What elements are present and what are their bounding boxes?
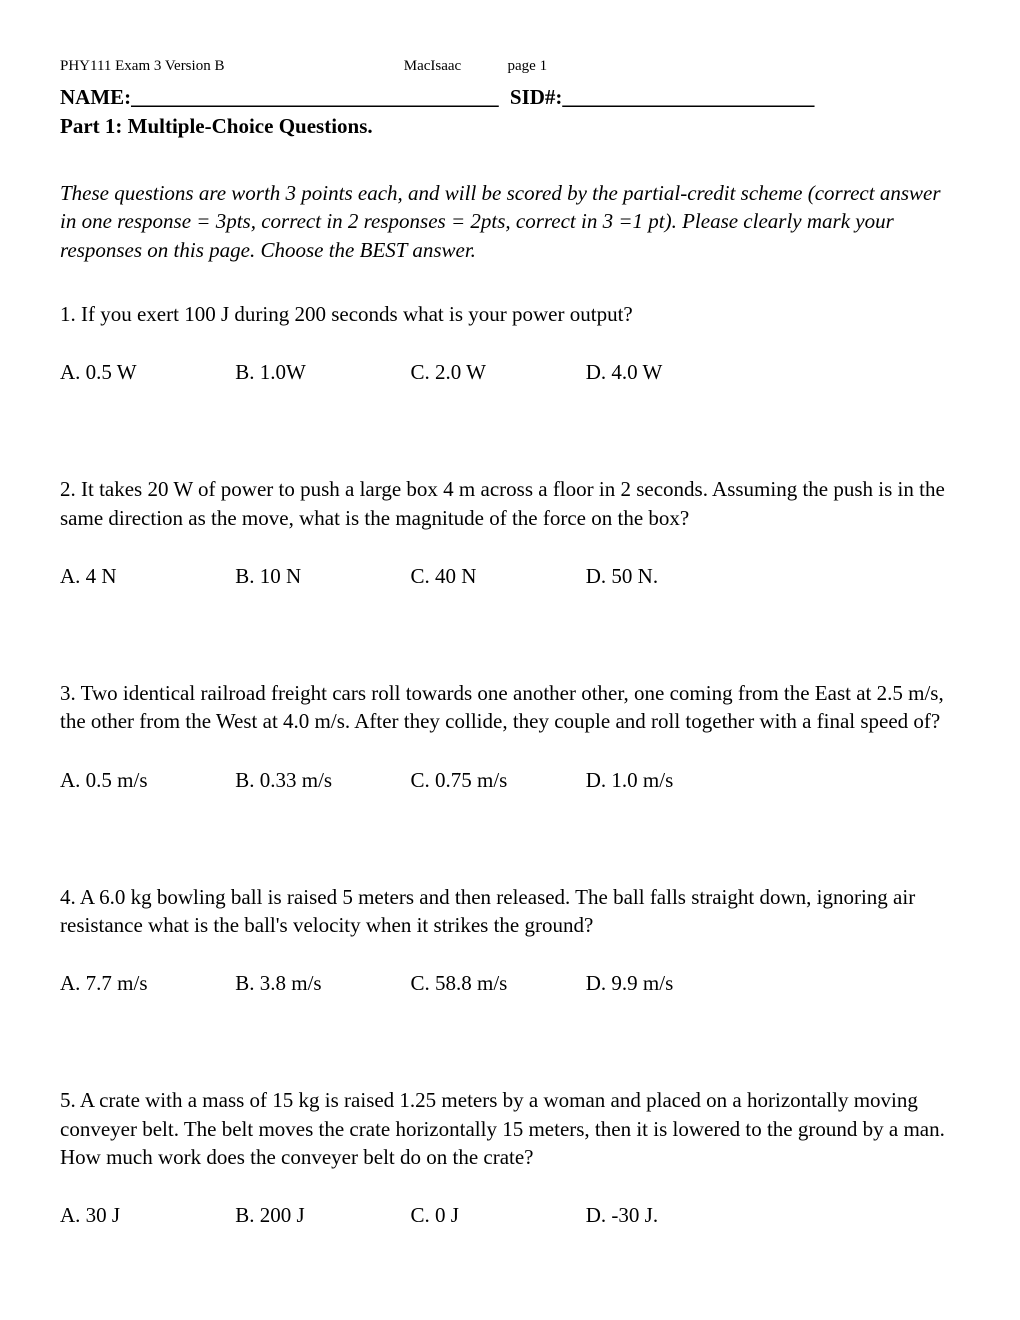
question-text: 5. A crate with a mass of 15 kg is raise… [60,1086,960,1171]
question-text: 1. If you exert 100 J during 200 seconds… [60,300,960,328]
question-choices: A. 0.5 m/s B. 0.33 m/s C. 0.75 m/s D. 1.… [60,768,960,793]
question-4: 4. A 6.0 kg bowling ball is raised 5 met… [60,883,960,997]
header-page: page 1 [508,58,548,75]
question-choices: A. 0.5 W B. 1.0W C. 2.0 W D. 4.0 W [60,360,960,385]
question-text: 4. A 6.0 kg bowling ball is raised 5 met… [60,883,960,940]
choice-d: D. 4.0 W [586,360,756,385]
choice-c: C. 58.8 m/s [411,971,581,996]
choice-c: C. 0 J [411,1203,581,1228]
question-text: 2. It takes 20 W of power to push a larg… [60,475,960,532]
question-1: 1. If you exert 100 J during 200 seconds… [60,300,960,385]
choice-c: C. 0.75 m/s [411,768,581,793]
choice-a: A. 0.5 W [60,360,230,385]
choice-a: A. 30 J [60,1203,230,1228]
choice-c: C. 2.0 W [411,360,581,385]
instructions-text: These questions are worth 3 points each,… [60,179,960,264]
name-sid-line: NAME: __________________________________… [60,85,960,110]
choice-d: D. 50 N. [586,564,756,589]
part-title: Part 1: Multiple-Choice Questions. [60,114,960,139]
choice-d: D. -30 J. [586,1203,756,1228]
question-2: 2. It takes 20 W of power to push a larg… [60,475,960,589]
choice-a: A. 0.5 m/s [60,768,230,793]
question-choices: A. 4 N B. 10 N C. 40 N D. 50 N. [60,564,960,589]
choice-b: B. 10 N [235,564,405,589]
choice-d: D. 1.0 m/s [586,768,756,793]
header-instructor: MacIsaac [404,58,504,75]
name-blank: ___________________________________ [131,85,499,110]
choice-b: B. 1.0W [235,360,405,385]
choice-d: D. 9.9 m/s [586,971,756,996]
sid-label: SID#: [510,85,563,110]
page-header: PHY111 Exam 3 Version B MacIsaac page 1 [60,58,960,75]
name-label: NAME: [60,85,131,110]
choice-a: A. 7.7 m/s [60,971,230,996]
choice-b: B. 3.8 m/s [235,971,405,996]
question-choices: A. 7.7 m/s B. 3.8 m/s C. 58.8 m/s D. 9.9… [60,971,960,996]
question-text: 3. Two identical railroad freight cars r… [60,679,960,736]
question-3: 3. Two identical railroad freight cars r… [60,679,960,793]
choice-b: B. 200 J [235,1203,405,1228]
choice-b: B. 0.33 m/s [235,768,405,793]
sid-blank: ________________________ [562,85,814,110]
choice-c: C. 40 N [411,564,581,589]
header-course: PHY111 Exam 3 Version B [60,58,400,75]
question-choices: A. 30 J B. 200 J C. 0 J D. -30 J. [60,1203,960,1228]
question-5: 5. A crate with a mass of 15 kg is raise… [60,1086,960,1228]
choice-a: A. 4 N [60,564,230,589]
